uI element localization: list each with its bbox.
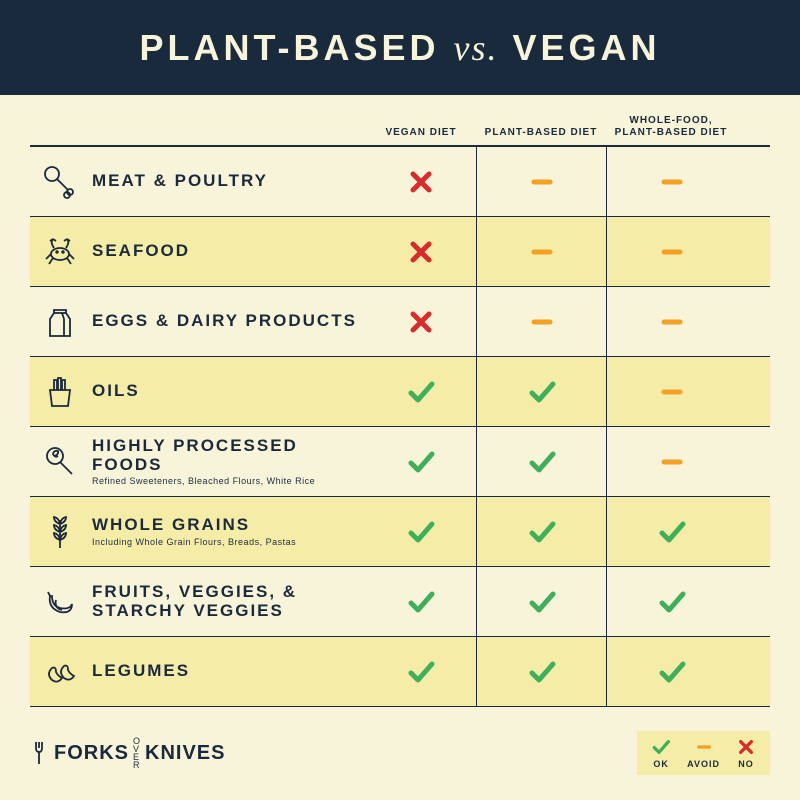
legend-label: NO — [738, 759, 754, 769]
title-part1: PLANT-BASED — [139, 27, 439, 68]
table-row: FRUITS, VEGGIES, & STARCHY VEGGIES — [30, 567, 770, 637]
page-title: PLANT-BASED vs. VEGAN — [139, 27, 660, 69]
mark-wholefood — [606, 637, 736, 706]
mark-plantbased — [476, 497, 606, 566]
row-label: LEGUMES — [90, 662, 366, 681]
legend-item-avoid: AVOID — [687, 737, 720, 769]
mark-plantbased — [476, 427, 606, 496]
mark-plantbased — [476, 147, 606, 216]
beans-icon — [30, 652, 90, 692]
legend: OK AVOID NO — [637, 731, 770, 775]
header: PLANT-BASED vs. VEGAN — [0, 0, 800, 95]
table-row: WHOLE GRAINSIncluding Whole Grain Flours… — [30, 497, 770, 567]
table-row: MEAT & POULTRY — [30, 147, 770, 217]
mark-plantbased — [476, 637, 606, 706]
brand-mid: OVER — [133, 737, 141, 769]
fork-icon — [30, 740, 48, 766]
mark-wholefood — [606, 427, 736, 496]
brand-part2: KNIVES — [145, 742, 225, 765]
mark-wholefood — [606, 357, 736, 426]
meat-icon — [30, 162, 90, 202]
col-header-whole: WHOLE-FOOD, PLANT-BASED DIET — [606, 115, 736, 139]
table-row: LEGUMES — [30, 637, 770, 707]
mark-vegan — [366, 637, 476, 706]
footer: FORKS OVER KNIVES OK AVOID NO — [0, 717, 800, 775]
row-label: OILS — [90, 382, 366, 401]
table-row: SEAFOOD — [30, 217, 770, 287]
row-sublabel: Refined Sweeteners, Bleached Flours, Whi… — [92, 476, 366, 486]
table-row: HIGHLY PROCESSED FOODSRefined Sweeteners… — [30, 427, 770, 497]
title-part2: VEGAN — [513, 27, 661, 68]
milk-icon — [30, 302, 90, 342]
row-label: WHOLE GRAINSIncluding Whole Grain Flours… — [90, 516, 366, 547]
comparison-table: MEAT & POULTRY SEAFOOD EGGS & DAIRY PROD… — [30, 145, 770, 707]
mark-plantbased — [476, 287, 606, 356]
row-label: MEAT & POULTRY — [90, 172, 366, 191]
mark-plantbased — [476, 357, 606, 426]
mark-vegan — [366, 147, 476, 216]
mark-plantbased — [476, 217, 606, 286]
mark-vegan — [366, 217, 476, 286]
mark-wholefood — [606, 287, 736, 356]
banana-icon — [30, 582, 90, 622]
table-row: OILS — [30, 357, 770, 427]
row-label: SEAFOOD — [90, 242, 366, 261]
brand-part1: FORKS — [54, 742, 129, 765]
row-label: HIGHLY PROCESSED FOODSRefined Sweeteners… — [90, 437, 366, 486]
col-header-vegan: VEGAN DIET — [366, 127, 476, 139]
row-label: FRUITS, VEGGIES, & STARCHY VEGGIES — [90, 583, 366, 620]
mark-wholefood — [606, 147, 736, 216]
mark-vegan — [366, 357, 476, 426]
row-sublabel: Including Whole Grain Flours, Breads, Pa… — [92, 537, 366, 547]
crab-icon — [30, 232, 90, 272]
fries-icon — [30, 372, 90, 412]
wheat-icon — [30, 512, 90, 552]
lollipop-icon — [30, 442, 90, 482]
title-vs: vs. — [453, 28, 498, 68]
mark-vegan — [366, 567, 476, 636]
column-headers: VEGAN DIET PLANT-BASED DIET WHOLE-FOOD, … — [30, 95, 770, 145]
mark-plantbased — [476, 567, 606, 636]
content: VEGAN DIET PLANT-BASED DIET WHOLE-FOOD, … — [0, 95, 800, 717]
mark-vegan — [366, 427, 476, 496]
legend-item-no: NO — [736, 737, 756, 769]
legend-item-ok: OK — [651, 737, 671, 769]
table-row: EGGS & DAIRY PRODUCTS — [30, 287, 770, 357]
brand-logo: FORKS OVER KNIVES — [30, 737, 225, 769]
mark-vegan — [366, 287, 476, 356]
mark-wholefood — [606, 217, 736, 286]
col-header-plant: PLANT-BASED DIET — [476, 127, 606, 139]
mark-wholefood — [606, 567, 736, 636]
legend-label: OK — [653, 759, 669, 769]
mark-vegan — [366, 497, 476, 566]
legend-label: AVOID — [687, 759, 720, 769]
row-label: EGGS & DAIRY PRODUCTS — [90, 312, 366, 331]
mark-wholefood — [606, 497, 736, 566]
